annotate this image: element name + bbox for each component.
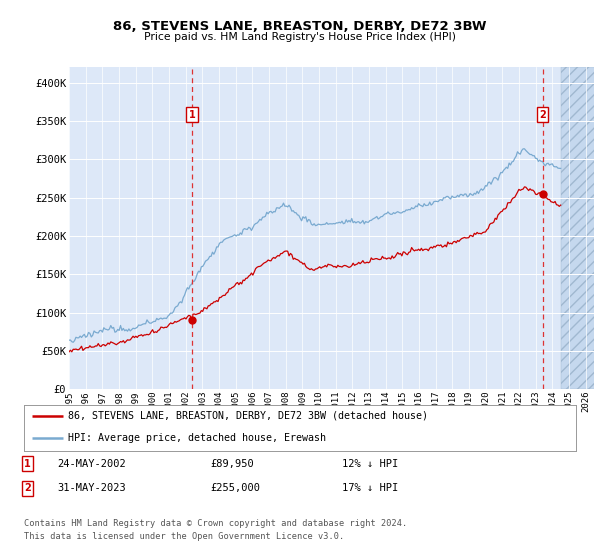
Text: This data is licensed under the Open Government Licence v3.0.: This data is licensed under the Open Gov… [24, 532, 344, 541]
Text: 12% ↓ HPI: 12% ↓ HPI [342, 459, 398, 469]
Text: 31-MAY-2023: 31-MAY-2023 [57, 483, 126, 493]
Text: 1: 1 [24, 459, 31, 469]
Text: Price paid vs. HM Land Registry's House Price Index (HPI): Price paid vs. HM Land Registry's House … [144, 32, 456, 42]
Text: 2: 2 [24, 483, 31, 493]
Text: Contains HM Land Registry data © Crown copyright and database right 2024.: Contains HM Land Registry data © Crown c… [24, 520, 407, 529]
Text: £89,950: £89,950 [210, 459, 254, 469]
Bar [560, 67, 600, 389]
Text: HPI: Average price, detached house, Erewash: HPI: Average price, detached house, Erew… [68, 433, 326, 444]
Text: 1: 1 [188, 110, 196, 120]
Text: 2: 2 [539, 110, 546, 120]
Text: 86, STEVENS LANE, BREASTON, DERBY, DE72 3BW (detached house): 86, STEVENS LANE, BREASTON, DERBY, DE72 … [68, 411, 428, 421]
Text: 17% ↓ HPI: 17% ↓ HPI [342, 483, 398, 493]
Text: 86, STEVENS LANE, BREASTON, DERBY, DE72 3BW: 86, STEVENS LANE, BREASTON, DERBY, DE72 … [113, 20, 487, 32]
Text: 24-MAY-2002: 24-MAY-2002 [57, 459, 126, 469]
Text: £255,000: £255,000 [210, 483, 260, 493]
